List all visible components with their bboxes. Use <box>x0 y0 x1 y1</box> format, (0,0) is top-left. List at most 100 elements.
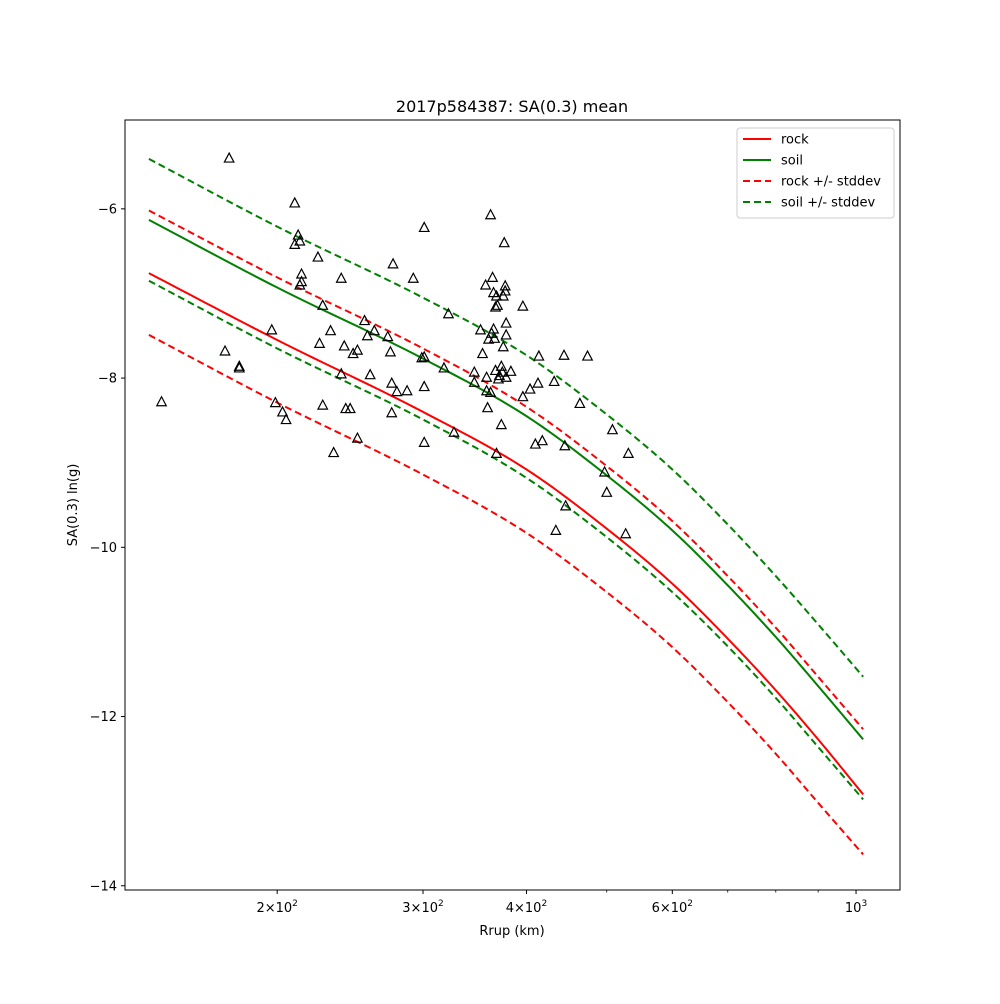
data-point <box>335 367 348 379</box>
y-tick-label: −14 <box>90 879 117 894</box>
data-point <box>559 439 571 451</box>
data-point <box>313 337 326 348</box>
data-point <box>499 284 511 296</box>
chart-title: 2017p584387: SA(0.3) mean <box>396 97 628 116</box>
data-point <box>327 446 340 458</box>
y-tick-label: −12 <box>90 710 117 725</box>
data-point <box>492 372 505 384</box>
data-point <box>391 385 403 397</box>
data-point <box>500 328 512 340</box>
data-point <box>536 434 549 446</box>
data-point <box>223 151 235 163</box>
data-point <box>418 350 430 362</box>
data-point <box>550 524 562 535</box>
data-point <box>324 324 337 336</box>
series-line-rock <box>148 272 864 796</box>
data-point <box>316 299 329 310</box>
legend-box <box>736 127 895 219</box>
data-point <box>401 384 413 396</box>
data-point <box>335 271 348 283</box>
series-line-soil-stddev-upper <box>148 158 864 678</box>
data-point <box>358 314 371 326</box>
y-tick-label: −6 <box>98 202 117 217</box>
data-point <box>295 267 308 279</box>
data-point <box>574 397 586 409</box>
data-point <box>288 196 301 208</box>
data-point <box>486 271 499 282</box>
data-point <box>416 351 428 363</box>
data-point <box>489 300 502 312</box>
data-point <box>484 386 497 398</box>
legend-label-soil: soil <box>781 154 803 169</box>
data-point <box>499 279 511 291</box>
series-line-soil <box>148 218 864 741</box>
data-point <box>280 413 292 425</box>
data-point <box>407 271 420 283</box>
observation-points <box>155 151 635 539</box>
legend-label-rock: rock <box>781 133 809 148</box>
data-point <box>481 401 494 413</box>
data-point <box>418 380 430 392</box>
data-point <box>294 278 306 290</box>
data-point <box>559 499 572 511</box>
x-tick-label: 3×102 <box>402 899 443 916</box>
data-point <box>493 369 506 381</box>
data-point <box>480 370 493 382</box>
data-point <box>482 332 495 344</box>
data-point <box>382 330 394 342</box>
data-point <box>387 257 399 269</box>
x-tick-label: 6×102 <box>652 899 693 916</box>
data-point <box>533 349 545 361</box>
data-point <box>558 348 570 360</box>
x-tick-label: 2×102 <box>256 899 297 916</box>
data-point <box>495 418 508 430</box>
data-point <box>233 361 246 373</box>
axes: −14−12−10−8−62×102 3×102 4×102 6×102 103 <box>90 119 901 916</box>
y-tick-label: −10 <box>90 541 117 556</box>
data-point <box>364 368 376 380</box>
data-point <box>468 376 481 387</box>
plot-frame <box>124 119 901 891</box>
series-line-rock-stddev-upper <box>148 209 864 730</box>
series-line-rock-stddev-lower <box>148 334 864 856</box>
y-axis-label: SA(0.3) ln(g) <box>66 464 81 547</box>
data-point <box>606 423 619 435</box>
data-point <box>155 395 168 407</box>
data-point <box>316 398 329 410</box>
data-point <box>418 221 430 233</box>
y-tick-label: −8 <box>98 372 117 387</box>
data-point <box>500 316 512 328</box>
series-lines <box>148 158 864 856</box>
series-line-soil-stddev-lower <box>148 279 864 801</box>
x-tick-label: 4×102 <box>506 899 547 916</box>
data-point <box>484 208 497 220</box>
data-point <box>474 323 487 335</box>
data-point <box>490 447 503 458</box>
data-point <box>524 382 536 394</box>
data-point <box>351 431 364 443</box>
data-point <box>351 343 364 355</box>
data-point <box>487 322 500 334</box>
data-point <box>385 376 398 388</box>
data-point <box>496 365 509 377</box>
legend: rock soil rock +/- stddev soil +/- stddev <box>736 127 895 219</box>
data-point <box>598 465 611 477</box>
data-point <box>312 250 324 262</box>
data-point <box>233 359 246 371</box>
data-point <box>619 527 632 539</box>
data-point <box>517 299 529 311</box>
data-point <box>491 299 504 310</box>
data-point <box>266 323 278 335</box>
data-point <box>276 405 289 417</box>
data-point <box>368 324 381 336</box>
data-point <box>497 340 510 352</box>
data-point <box>288 238 301 249</box>
data-point <box>384 345 397 357</box>
data-point <box>438 361 450 373</box>
data-point <box>532 376 544 388</box>
data-point <box>517 390 529 402</box>
data-point <box>500 370 512 382</box>
data-point <box>385 406 398 418</box>
